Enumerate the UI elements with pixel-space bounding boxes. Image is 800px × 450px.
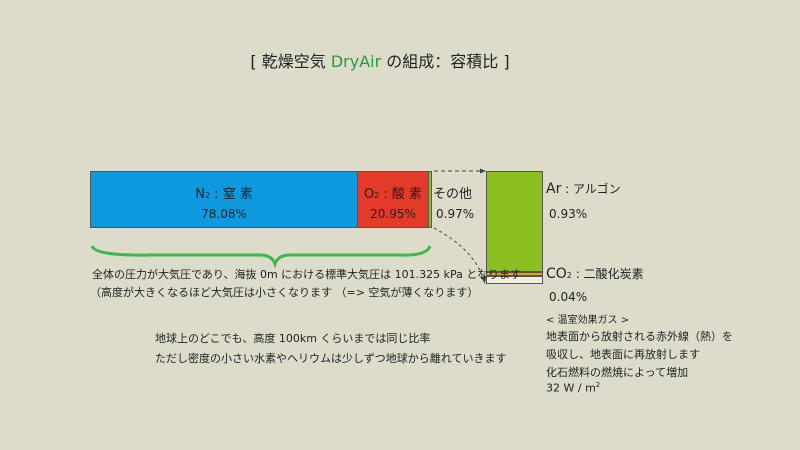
greenhouse-heading: < 温室効果ガス >: [546, 315, 630, 326]
pressure-note-2: （高度が大きくなるほど大気圧は小さくなります （=> 空気が薄くなります）: [90, 286, 479, 299]
other-label: その他: [433, 187, 473, 202]
ar-label: Ar : アルゴン: [546, 181, 621, 197]
remainder-segment: [486, 276, 543, 284]
co2-segment: [486, 272, 543, 276]
greenhouse-line-1: 地表面から放射される赤外線（熱）を: [546, 330, 733, 343]
o2-value: 20.95%: [370, 207, 416, 221]
n2-segment: [90, 171, 358, 228]
title-open: [ 乾燥空気: [250, 52, 331, 71]
altitude-note-2: ただし密度の小さい水素やヘリウムは少しずつ地球から離れていきます: [155, 352, 507, 365]
ar-value: 0.93%: [549, 207, 588, 221]
title-rest: の組成：容積比 ]: [381, 52, 510, 71]
o2-label: O2 : 酸 素: [363, 187, 423, 202]
ar-segment: [486, 171, 543, 272]
n2-value: 78.08%: [201, 207, 247, 221]
title-brand: DryAir: [330, 52, 382, 71]
greenhouse-line-3: 化石燃料の燃焼によって増加: [546, 366, 689, 379]
n2-label: N2 : 窒 素: [195, 187, 253, 202]
arrow-bottom: [433, 227, 485, 282]
brace-icon: [90, 245, 432, 269]
other-value: 0.97%: [436, 207, 475, 221]
greenhouse-line-2: 吸収し、地表面に再放射します: [546, 348, 700, 361]
co2-label: CO2 : 二酸化炭素: [546, 266, 644, 282]
title: [ 乾燥空気 DryAir の組成：容積比 ]: [0, 48, 760, 72]
altitude-note-1: 地球上のどこでも、高度 100km くらいまでは同じ比率: [155, 332, 431, 345]
co2-value: 0.04%: [549, 290, 588, 304]
pressure-note-1: 全体の圧力が大気圧であり、海抜 0m における標準大気圧は 101.325 kP…: [92, 268, 522, 281]
other-segment: [428, 171, 432, 228]
greenhouse-forcing: 32 W / m2: [546, 381, 601, 395]
